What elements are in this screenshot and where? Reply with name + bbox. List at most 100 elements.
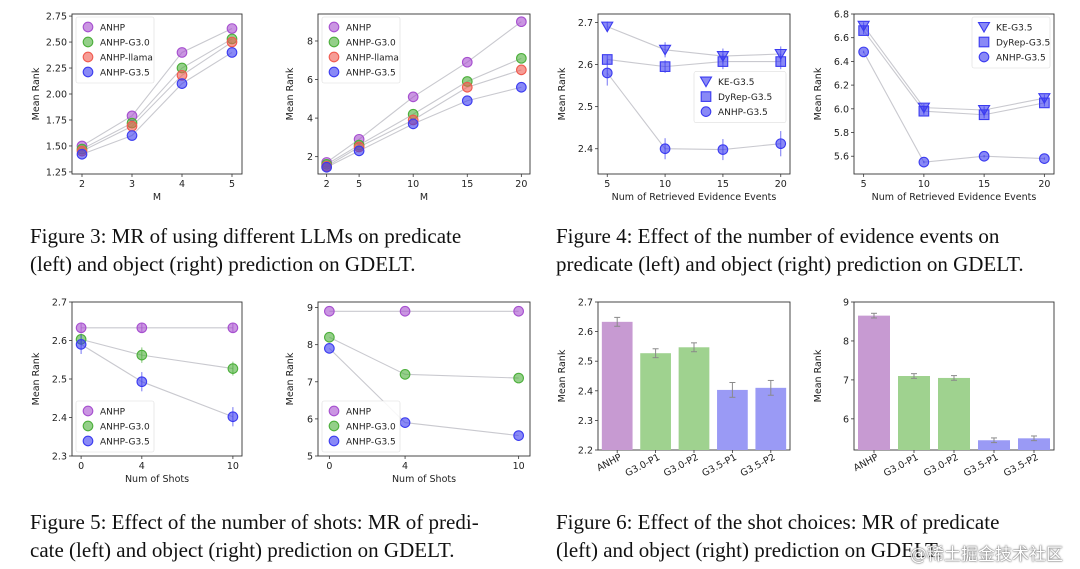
legend-marker-anhp-g3.5 — [82, 66, 94, 78]
legend-label: ANHP-G3.5 — [346, 69, 396, 79]
y-tick-label: 1.50 — [46, 141, 67, 152]
legend-marker-anhp-g3.5 — [328, 435, 340, 447]
series-line-ke-g3.5 — [863, 25, 1045, 111]
y-tick-label: 6 — [307, 414, 313, 425]
y-tick-label: 2.5 — [578, 102, 593, 113]
legend-marker-ke-g3.5 — [977, 21, 991, 34]
point-anhp — [176, 47, 188, 58]
series-line-dyrep-g3.5 — [607, 58, 781, 68]
bar-g3.5-p2 — [755, 387, 787, 450]
legend-marker-anhp — [82, 405, 94, 417]
point-anhp — [461, 56, 473, 68]
series-line-anhp-g3.5 — [81, 51, 233, 155]
chart-fig4-left: 2.4 2.5 2.6 2.7 Mean Rank 5 10 15 20 Num of Retri… — [557, 13, 791, 203]
y-tick-label: 2.5 — [578, 357, 593, 368]
legend-label: KE-G3.5 — [996, 24, 1032, 34]
point-anhp — [407, 91, 419, 103]
x-tick-label: 5 — [229, 179, 235, 190]
y-tick-label: 2.4 — [578, 144, 593, 155]
series-line-anhp — [81, 28, 233, 147]
caption-fig4-line1: Figure 4: Effect of the number of eviden… — [556, 224, 1000, 248]
legend-label: KE-G3.5 — [718, 78, 754, 88]
legend-marker-anhp-g3.0 — [328, 36, 340, 48]
x-axis-label: M — [420, 192, 428, 203]
y-tick-label: 2.50 — [46, 38, 67, 49]
point-anhp-g3.5 — [601, 67, 613, 79]
point-anhp-g3.5 — [918, 156, 930, 168]
y-tick-label: 6 — [307, 75, 313, 86]
point-anhp-g3.5 — [321, 161, 333, 173]
point-anhp-g3.5 — [858, 46, 869, 58]
y-tick-label: 2.2 — [578, 446, 593, 457]
point-anhp-g3.0 — [399, 369, 411, 380]
x-tick-label: G3.0-P1 — [882, 452, 920, 479]
legend-label: ANHP-G3.5 — [996, 54, 1046, 64]
x-tick-label: 10 — [918, 179, 930, 190]
y-tick-label: 2.4 — [52, 413, 67, 424]
point-anhp-g3.0 — [136, 349, 148, 361]
series-line-ke-g3.5 — [607, 26, 781, 57]
x-tick-label: 10 — [513, 461, 525, 472]
point-anhp-g3.5 — [226, 47, 238, 58]
watermark: @稀土掘金技术社区 — [910, 545, 1063, 565]
legend-marker-anhp-g3.0 — [82, 420, 94, 432]
y-tick-label: 2.7 — [52, 298, 67, 309]
y-tick-label: 6.8 — [834, 10, 849, 21]
legend-marker-dyrep-g3.5 — [978, 36, 990, 48]
point-anhp-llama — [126, 120, 138, 132]
legend-marker-anhp-g3.5 — [328, 66, 340, 78]
legend-label: ANHP-llama — [100, 54, 153, 64]
point-anhp — [515, 16, 527, 28]
point-anhp — [226, 23, 238, 34]
y-tick-label: 5.6 — [834, 152, 849, 163]
caption-fig5-line1: Figure 5: Effect of the number of shots:… — [30, 510, 479, 534]
series-line-anhp-llama — [81, 41, 233, 152]
y-tick-label: 2.6 — [578, 327, 593, 338]
bar-g3.0-p1 — [640, 353, 671, 450]
y-tick-label: 4 — [307, 114, 313, 125]
legend: ANHP ANHP-G3.0 ANHP-G3.5 — [321, 400, 401, 453]
y-tick-label: 2 — [307, 152, 313, 163]
point-anhp-llama — [515, 64, 527, 76]
legend-marker-anhp-g3.0 — [82, 36, 94, 48]
bar-g3.0-p1 — [898, 376, 930, 450]
y-axis-label: Mean Rank — [31, 67, 42, 120]
point-anhp-g3.5 — [176, 78, 188, 89]
series-line-anhp-g3.5 — [606, 72, 781, 151]
bar-g3.0-p2 — [678, 347, 710, 450]
y-axis-label: Mean Rank — [813, 67, 824, 120]
point-anhp — [399, 305, 411, 317]
y-tick-label: 2.7 — [578, 18, 593, 29]
point-anhp-g3.5 — [1039, 153, 1050, 164]
point-anhp-g3.5 — [126, 130, 138, 141]
x-tick-label: ANHP — [852, 452, 881, 474]
bar-g3.5-p1 — [978, 440, 1010, 450]
legend-label: ANHP-G3.0 — [346, 39, 396, 49]
bar-g3.5-p2 — [1018, 438, 1050, 450]
legend: ANHP ANHP-G3.0 ANHP-llama ANHP-G3.5 — [321, 16, 401, 84]
y-tick-label: 8 — [307, 340, 313, 351]
point-anhp-g3.5 — [136, 376, 148, 388]
x-tick-label: 3 — [129, 179, 135, 190]
bar-anhp — [858, 315, 890, 450]
legend-box — [75, 400, 155, 453]
x-tick-label: 10 — [659, 179, 671, 190]
point-anhp-llama — [461, 81, 473, 93]
x-tick-label: 2 — [324, 179, 330, 190]
point-dyrep-g3.5 — [659, 61, 671, 72]
y-tick-label: 8 — [843, 336, 849, 347]
bar-anhp — [601, 321, 633, 450]
x-tick-label: 4 — [139, 461, 145, 472]
y-tick-label: 2.4 — [578, 386, 593, 397]
x-tick-label: 15 — [461, 179, 473, 190]
y-tick-label: 6.0 — [834, 104, 849, 115]
caption-fig3-line1: Figure 3: MR of using different LLMs on … — [30, 224, 462, 248]
x-tick-label: ANHP — [595, 452, 624, 474]
x-tick-label: G3.5-P1 — [700, 452, 738, 479]
point-dyrep-g3.5 — [858, 25, 869, 36]
x-tick-label: 4 — [179, 179, 185, 190]
legend-marker-anhp — [328, 21, 340, 33]
point-dyrep-g3.5 — [918, 105, 930, 117]
x-axis-label: M — [153, 192, 161, 203]
